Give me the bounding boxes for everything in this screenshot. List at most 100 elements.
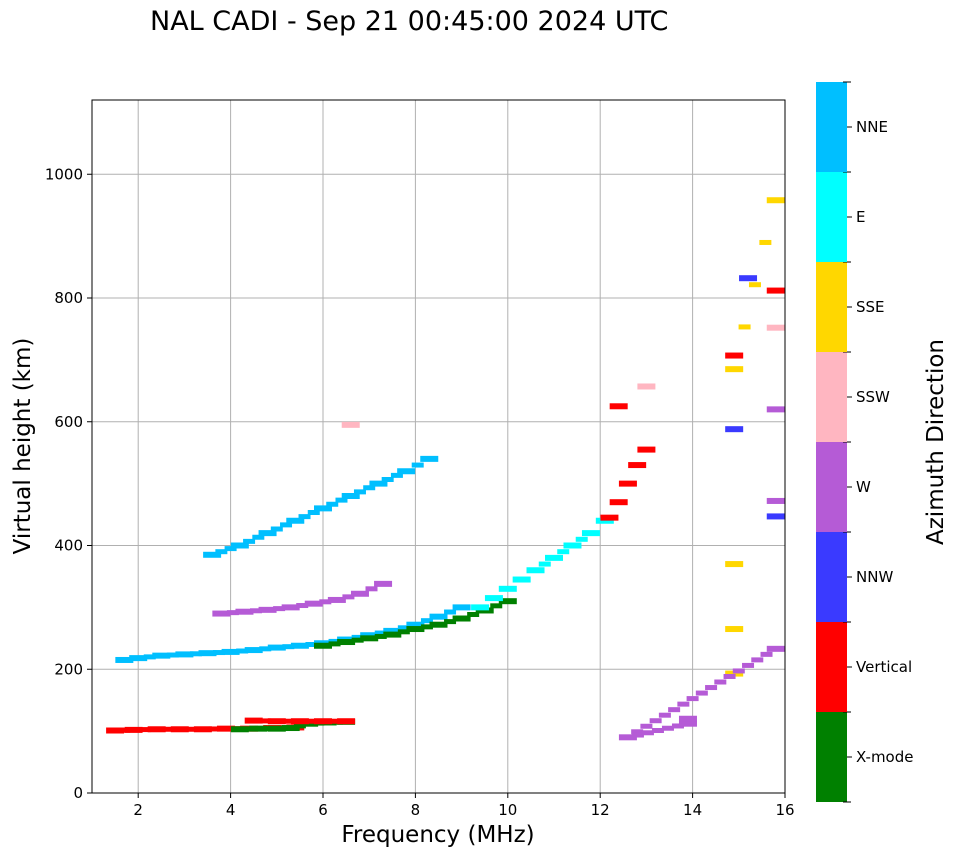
series-second-hop (212, 580, 393, 617)
colorbar-tick-label: W (856, 478, 871, 496)
data-point (244, 647, 263, 654)
y-tick-label: 800 (54, 289, 83, 307)
series-f-layer-o-trace (115, 604, 471, 663)
data-point (397, 468, 416, 475)
data-point (725, 352, 744, 359)
data-point (420, 624, 433, 630)
data-point (678, 720, 697, 727)
data-point (668, 707, 681, 713)
data-point (429, 613, 448, 620)
data-point (314, 718, 332, 725)
data-point (216, 725, 235, 732)
data-point (290, 718, 309, 725)
data-point (406, 621, 425, 628)
data-point (350, 590, 369, 597)
data-point (725, 366, 744, 373)
data-point (498, 598, 517, 605)
data-point (631, 732, 644, 738)
data-point (139, 727, 152, 733)
colorbar-swatch-nne (816, 82, 847, 172)
data-point (273, 606, 286, 612)
colorbar-swatch-sse (816, 262, 847, 352)
azimuth-colorbar: X-mode Vertical NNW W SSW SSE E NNE (816, 81, 913, 803)
data-point (575, 536, 588, 542)
data-point (725, 561, 744, 568)
colorbar-tick-label: X-mode (856, 748, 913, 766)
data-point (444, 609, 457, 615)
data-point (595, 517, 614, 524)
series-f-layer-cusp (600, 446, 656, 521)
data-point (215, 549, 228, 555)
data-point (452, 615, 471, 622)
data-point (305, 718, 318, 724)
data-point (281, 604, 300, 611)
data-point (374, 633, 387, 639)
colorbar-swatch-x-mode (816, 712, 847, 802)
colorbar-swatch-ssw (816, 352, 847, 442)
data-point (147, 726, 166, 733)
data-point (374, 630, 387, 636)
data-point (360, 632, 379, 639)
data-point (600, 514, 619, 521)
data-point (129, 655, 148, 662)
y-tick-label: 0 (73, 784, 83, 802)
x-tick-label: 10 (498, 801, 517, 819)
data-point (381, 477, 394, 482)
data-point (258, 606, 277, 613)
data-point (337, 718, 356, 725)
data-point (714, 679, 727, 685)
data-point (369, 480, 388, 487)
series-sporadic-echoes-2 (609, 287, 785, 410)
series-sporadic-echoes-5 (341, 324, 785, 428)
data-point (609, 499, 628, 506)
data-point (230, 542, 249, 549)
data-point (337, 639, 356, 646)
data-point (695, 690, 708, 696)
data-point (115, 656, 134, 663)
data-point (631, 729, 644, 735)
data-point (305, 642, 318, 647)
data-point (267, 718, 286, 725)
data-point (335, 497, 348, 503)
data-point (267, 725, 286, 732)
data-point (725, 626, 744, 633)
data-point (185, 726, 198, 732)
data-point (314, 642, 332, 649)
data-point (252, 534, 265, 540)
data-point (328, 641, 341, 647)
data-point (420, 455, 439, 462)
data-point (170, 726, 189, 733)
data-point (363, 485, 376, 491)
plot-frame (91, 99, 786, 794)
data-point (365, 586, 378, 592)
data-point (637, 446, 656, 453)
data-point (282, 644, 295, 650)
data-point (429, 621, 448, 628)
colorbar-tick-label: SSE (856, 298, 885, 316)
data-point (498, 585, 517, 592)
data-point (374, 580, 393, 587)
data-point (341, 493, 360, 499)
colorbar-swatch-w (816, 442, 847, 532)
data-point (244, 717, 263, 724)
series-third-hop (203, 455, 439, 558)
data-point (420, 618, 433, 624)
data-point (658, 712, 671, 718)
data-point (649, 718, 662, 724)
data-point (189, 651, 202, 657)
data-point (259, 718, 272, 724)
x-axis-label: Frequency (MHz) (341, 822, 534, 848)
x-tick-label: 6 (318, 801, 328, 819)
data-point (759, 239, 772, 245)
x-tick-label: 4 (226, 801, 236, 819)
data-point (296, 603, 309, 609)
data-point (661, 725, 674, 731)
colorbar-tick-label: NNE (856, 118, 888, 136)
colorbar-tick-label: Vertical (856, 658, 912, 676)
data-point (641, 730, 654, 736)
data-point (351, 634, 364, 640)
data-point (444, 619, 457, 625)
data-point (342, 594, 355, 600)
data-point (732, 668, 745, 674)
